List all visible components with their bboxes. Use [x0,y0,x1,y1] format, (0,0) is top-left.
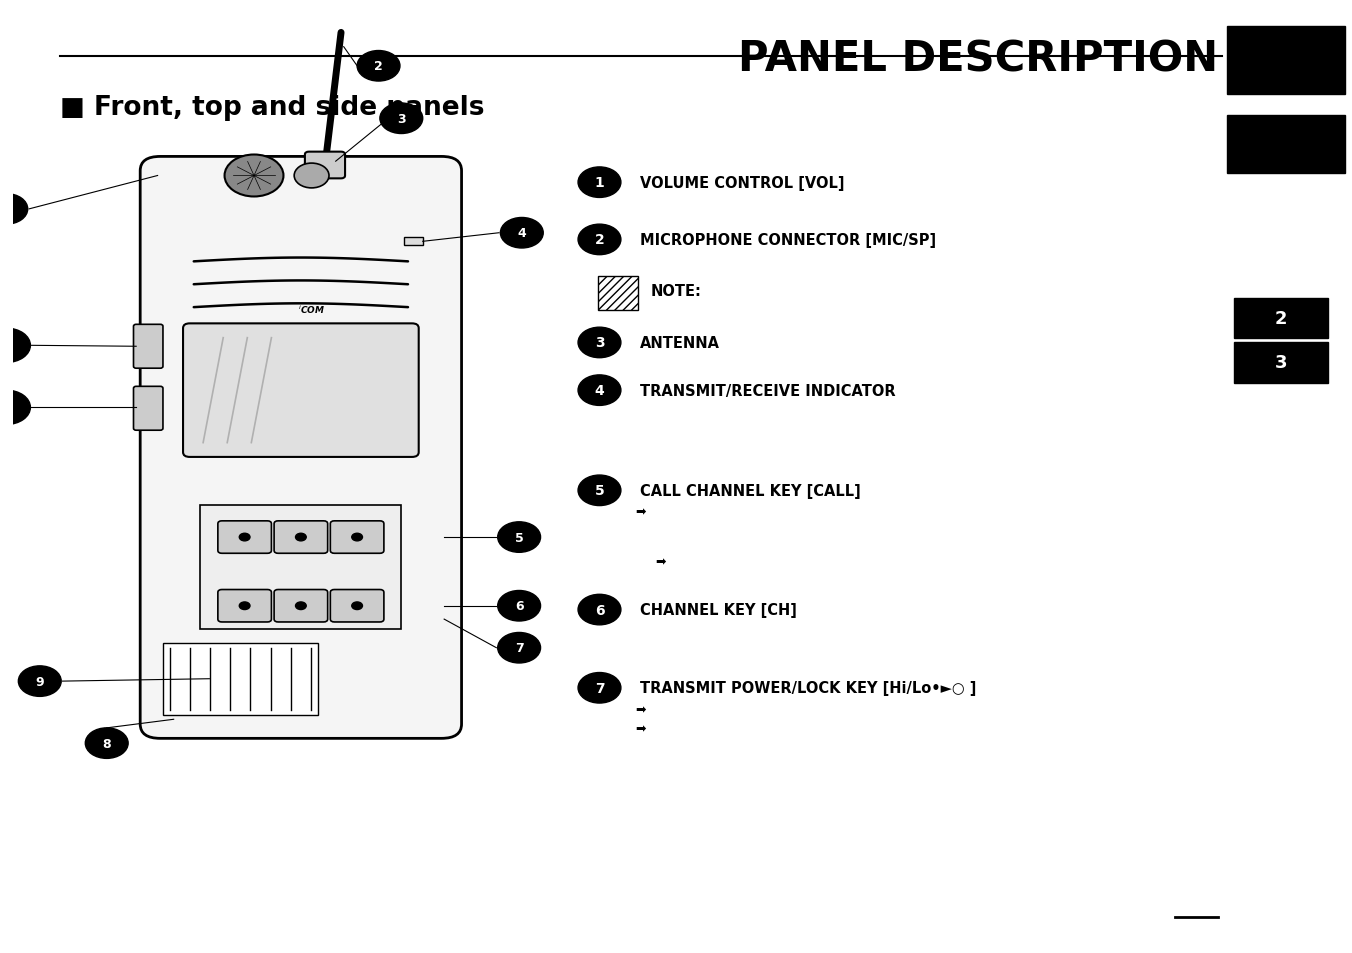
FancyBboxPatch shape [330,590,384,622]
Circle shape [0,329,30,363]
Bar [404,238,423,246]
Text: 3: 3 [595,336,604,350]
Text: MICROPHONE CONNECTOR [MIC/SP]: MICROPHONE CONNECTOR [MIC/SP] [639,233,936,248]
Circle shape [579,328,621,358]
Text: NOTE:: NOTE: [650,284,702,299]
Text: 4: 4 [595,384,604,397]
FancyBboxPatch shape [200,505,402,629]
Circle shape [498,522,541,553]
FancyBboxPatch shape [330,521,384,554]
Bar [164,643,318,715]
Circle shape [498,633,541,663]
Circle shape [85,728,128,759]
Text: ANTENNA: ANTENNA [639,335,719,351]
Text: $^i$COM: $^i$COM [297,304,324,315]
Circle shape [352,534,362,541]
Circle shape [296,534,307,541]
Bar [1234,298,1328,338]
Bar [1228,27,1345,95]
Text: 2: 2 [375,60,383,73]
Text: 6: 6 [595,603,604,617]
FancyBboxPatch shape [274,521,327,554]
Text: ➡: ➡ [656,556,667,569]
FancyBboxPatch shape [218,590,272,622]
Bar [1234,343,1328,383]
Text: 5: 5 [595,484,604,497]
Circle shape [239,534,250,541]
FancyBboxPatch shape [141,157,461,739]
Text: TRANSMIT POWER/LOCK KEY [Hi/Lo•►○ ]: TRANSMIT POWER/LOCK KEY [Hi/Lo•►○ ] [639,680,976,696]
Text: TRANSMIT/RECEIVE INDICATOR: TRANSMIT/RECEIVE INDICATOR [639,383,895,398]
Text: ➡: ➡ [635,703,646,717]
Text: 2: 2 [595,233,604,247]
Circle shape [19,666,61,697]
Text: 7: 7 [515,641,523,655]
Text: 9: 9 [35,675,45,688]
Circle shape [0,194,28,225]
Circle shape [239,602,250,610]
Text: 1: 1 [1,203,11,216]
Circle shape [579,595,621,625]
FancyBboxPatch shape [134,325,164,369]
Circle shape [500,218,544,249]
Circle shape [579,476,621,506]
FancyBboxPatch shape [218,521,272,554]
Text: 11: 11 [0,341,14,351]
FancyBboxPatch shape [274,590,327,622]
Circle shape [296,602,307,610]
Circle shape [498,591,541,621]
Text: 5: 5 [515,531,523,544]
FancyBboxPatch shape [306,152,345,179]
Text: PANEL DESCRIPTION: PANEL DESCRIPTION [738,38,1218,80]
Text: ➡: ➡ [635,506,646,519]
Circle shape [0,391,30,425]
Text: 10: 10 [0,403,14,413]
Text: 8: 8 [103,737,111,750]
Circle shape [579,168,621,198]
Text: 2: 2 [1275,310,1287,327]
FancyBboxPatch shape [134,387,164,431]
Text: CALL CHANNEL KEY [CALL]: CALL CHANNEL KEY [CALL] [639,483,860,498]
Bar [1228,116,1345,173]
Text: ■ Front, top and side panels: ■ Front, top and side panels [59,95,484,121]
Text: 4: 4 [518,227,526,240]
Text: ➡: ➡ [635,722,646,736]
Circle shape [579,375,621,406]
Text: 3: 3 [1275,355,1287,372]
Circle shape [380,104,423,134]
Text: 1: 1 [595,176,604,190]
Text: VOLUME CONTROL [VOL]: VOLUME CONTROL [VOL] [639,175,844,191]
Text: CHANNEL KEY [CH]: CHANNEL KEY [CH] [639,602,796,618]
FancyBboxPatch shape [183,324,419,457]
Text: 6: 6 [515,599,523,613]
Bar [598,276,638,311]
Text: 3: 3 [397,112,406,126]
Circle shape [579,225,621,255]
Circle shape [295,164,329,189]
Circle shape [579,673,621,703]
Circle shape [224,155,284,197]
Circle shape [352,602,362,610]
Text: 7: 7 [595,681,604,695]
Circle shape [357,51,400,82]
